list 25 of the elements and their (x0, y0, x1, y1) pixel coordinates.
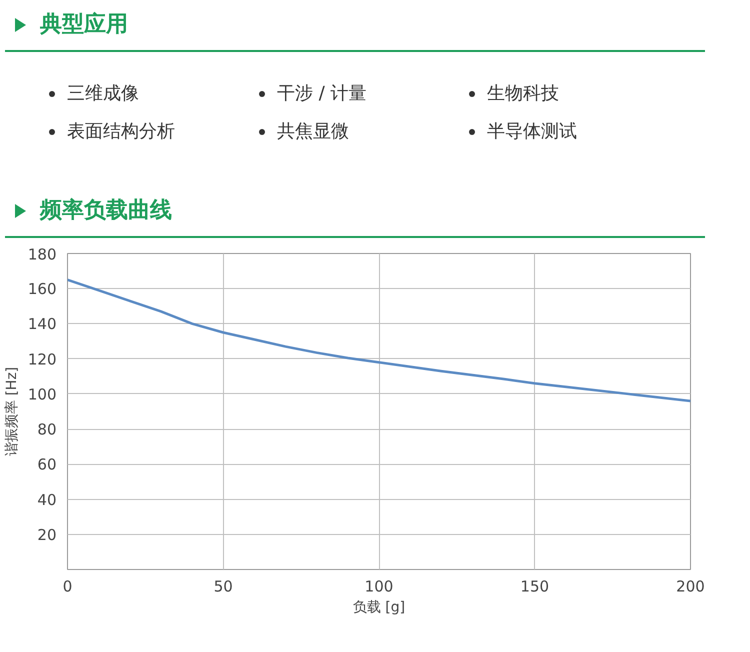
text: 共焦显微 (277, 120, 349, 144)
text: 半导体测试 (487, 120, 577, 144)
y-tick-label: 100 (28, 385, 57, 404)
y-tick-label: 160 (28, 280, 57, 298)
text: 表面结构分析 (67, 120, 175, 144)
line-series (68, 278, 690, 402)
x-tick-label: 0 (62, 578, 72, 596)
x-tick-label: 100 (364, 578, 394, 596)
x-tick-label: 150 (520, 578, 550, 596)
text: 干涉 / 计量 (277, 82, 367, 106)
y-tick-label: 80 (37, 420, 57, 439)
y-tick-label: 20 (37, 526, 57, 544)
x-tick-label: 50 (214, 578, 233, 596)
y-axis-title: 谐振频率 [Hz] (4, 366, 20, 456)
y-tick-label: 40 (37, 490, 57, 509)
x-axis-title: 负载 [g] (352, 600, 406, 616)
text: 典型应用 (40, 10, 128, 39)
chart-title: 频率负载曲线 (40, 196, 172, 225)
y-tick-label: 60 (37, 456, 57, 474)
y-tick-label: 180 (28, 246, 57, 264)
y-tick-label: 140 (28, 315, 57, 334)
text: 三维成像 (67, 82, 139, 106)
text: 生物科技 (487, 82, 559, 106)
x-tick-label: 200 (676, 578, 705, 596)
y-tick-label: 120 (28, 350, 57, 368)
